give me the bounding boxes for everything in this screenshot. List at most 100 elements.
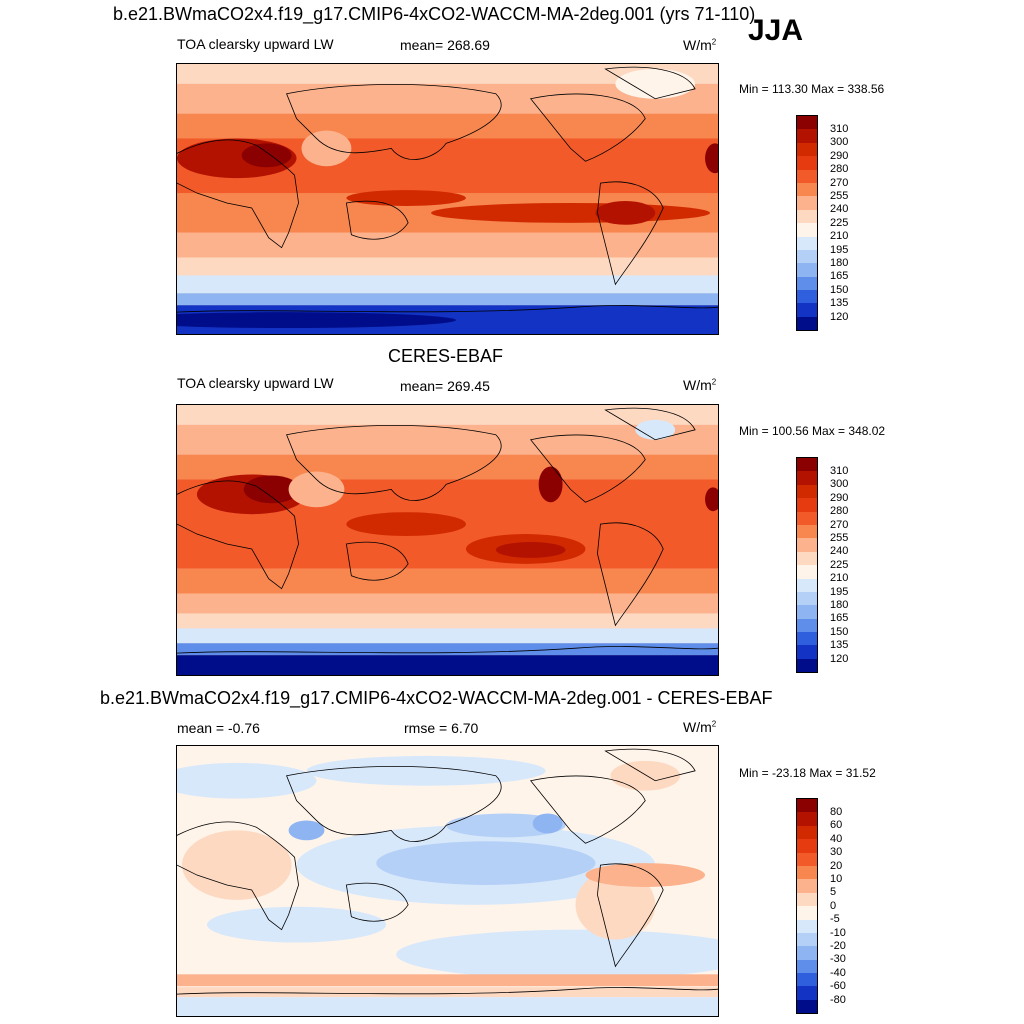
colorbar-label: 290 [830,149,849,162]
panel3-map [176,745,719,1017]
colorbar-swatch [797,946,817,960]
colorbar-label: 225 [830,558,849,571]
colorbar-swatch [797,825,817,840]
colorbar-label: 10 [830,873,843,885]
colorbar-label: 0 [830,899,837,912]
colorbar-swatch [797,316,817,331]
colorbar-label: 40 [830,832,843,845]
colorbar-label: 180 [830,599,849,611]
colorbar-swatch [797,249,817,264]
colorbar-swatch [797,142,817,157]
season-label: JJA [748,14,804,47]
colorbar-swatch [797,658,817,673]
panel2-title: CERES-EBAF [388,346,504,366]
colorbar-label: -60 [830,980,846,993]
colorbar-swatch [797,116,817,130]
panel2-minmax: Min = 100.56 Max = 348.02 [739,424,886,438]
colorbar-swatch [797,999,817,1014]
colorbar-swatch [797,632,817,646]
colorbar-swatch [797,290,817,304]
colorbar-swatch [797,932,817,947]
colorbar-swatch [797,591,817,606]
colorbar-swatch [797,919,817,933]
colorbar-swatch [797,618,817,633]
colorbar-swatch [797,236,817,250]
colorbar-swatch [797,169,817,183]
colorbar-label: 80 [830,806,843,818]
colorbar-label: 300 [830,478,849,491]
colorbar-swatch [797,799,817,813]
colorbar-swatch [797,865,817,880]
colorbar-label: 280 [830,163,849,176]
panel3-units: W/m2 [683,719,717,735]
colorbar-swatch [797,303,817,317]
panel3-colorbar [796,798,818,1015]
colorbar-swatch [797,209,817,224]
panel2-mean: mean= 269.45 [400,378,490,394]
colorbar-label: 195 [830,243,849,256]
colorbar-swatch [797,471,817,485]
colorbar-swatch [797,156,817,170]
panel1-minmax: Min = 113.30 Max = 338.56 [739,82,885,96]
colorbar-swatch [797,906,817,920]
colorbar-swatch [797,223,817,237]
panel3-title: b.e21.BWmaCO2x4.f19_g17.CMIP6-4xCO2-WACC… [100,688,773,708]
panel2-colorbar [796,457,818,674]
colorbar-label: 240 [830,545,849,558]
colorbar-label: 30 [830,846,843,859]
colorbar-label: 5 [830,886,837,899]
colorbar-label: -20 [830,940,846,952]
colorbar-swatch [797,524,817,539]
colorbar-swatch [797,605,817,619]
panel1-mean: mean= 268.69 [400,37,490,53]
colorbar-label: 135 [830,639,849,652]
colorbar-label: 255 [830,532,849,544]
panel1-left-label: TOA clearsky upward LW [177,36,334,52]
colorbar-swatch [797,959,817,974]
colorbar-swatch [797,551,817,566]
colorbar-swatch [797,879,817,893]
colorbar-label: 60 [830,819,843,832]
colorbar-swatch [797,263,817,277]
panel3-rmse: rmse = 6.70 [404,720,479,736]
panel1-units: W/m2 [683,37,717,53]
panel1-map [176,63,719,335]
colorbar-swatch [797,182,817,197]
colorbar-label: 300 [830,136,849,149]
colorbar-label: 135 [830,297,849,310]
panel3-mean: mean = -0.76 [177,720,260,736]
panel2-units: W/m2 [683,377,717,393]
colorbar-swatch [797,196,817,210]
colorbar-label: -5 [830,913,840,926]
colorbar-label: 255 [830,190,849,202]
colorbar-label: 150 [830,283,849,296]
panel1-title: b.e21.BWmaCO2x4.f19_g17.CMIP6-4xCO2-WACC… [113,4,756,24]
colorbar-swatch [797,812,817,826]
colorbar-label: 270 [830,518,849,531]
colorbar-label: 310 [830,123,849,135]
colorbar-swatch [797,129,817,143]
panel2-left-label: TOA clearsky upward LW [177,375,334,391]
colorbar-swatch [797,538,817,552]
colorbar-swatch [797,498,817,512]
colorbar-swatch [797,839,817,853]
colorbar-swatch [797,511,817,525]
colorbar-swatch [797,892,817,907]
colorbar-label: 180 [830,257,849,269]
colorbar-swatch [797,458,817,472]
colorbar-label: 120 [830,310,849,323]
colorbar-label: 165 [830,270,849,283]
colorbar-swatch [797,276,817,291]
colorbar-swatch [797,973,817,987]
colorbar-label: 150 [830,625,849,638]
colorbar-label: 270 [830,176,849,189]
colorbar-swatch [797,578,817,592]
colorbar-label: 20 [830,859,843,872]
colorbar-label: 210 [830,230,849,243]
colorbar-swatch [797,484,817,499]
colorbar-label: 310 [830,465,849,477]
colorbar-label: -30 [830,953,846,966]
panel2-map [176,404,719,676]
colorbar-swatch [797,645,817,659]
panel1-colorbar [796,115,818,332]
